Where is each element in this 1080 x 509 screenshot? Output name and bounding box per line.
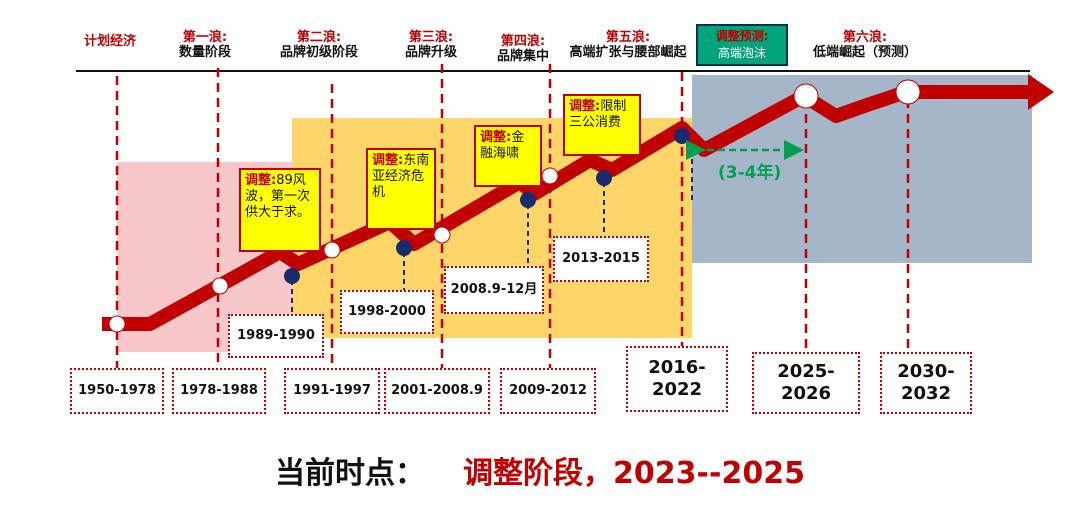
period-box-8: 2030-2032 [880,352,972,414]
wave-3-name: 第三浪: [408,30,454,45]
wave-6-label: 第六浪: 低端崛起（预测） [800,30,930,60]
wave-arrow [102,85,1030,331]
adjustment-period-3: 2008.9-12月 [444,266,544,314]
adjustment-2-label: 调整: [372,153,404,168]
plan-economy-label: 计划经济 [84,34,137,49]
wave-6-desc: 低端崛起（预测） [812,45,917,60]
wave-nodes [108,79,921,333]
adjustment-1-text: 89风波，第一次供大于求。 [245,173,311,220]
wave-4-desc: 品牌集中 [496,49,549,64]
wave-arrowhead [1028,74,1054,110]
adjustment-callout-4: 调整:限制三公消费 [563,94,641,156]
period-box-1: 1950-1978 [70,368,164,414]
wave-1-desc: 数量阶段 [178,45,231,60]
adjustment-period-1: 1989-1990 [228,314,324,358]
wave-3-label: 第三浪: 品牌升级 [396,30,466,60]
wave-2-desc: 品牌初级阶段 [280,45,359,60]
forecast-desc: 高端泡沫 [717,46,766,60]
divider-lines [115,64,910,368]
node-connectors [291,150,693,318]
forecast-title: 调整预测: [715,29,769,43]
adjustment-4-label: 调整: [569,99,601,114]
adjustment-callout-3: 调整:金融海啸 [474,125,542,187]
adjustment-3-text: 金融海啸 [480,130,525,161]
adjustment-callout-1: 调整:89风波，第一次供大于求。 [239,168,321,252]
current-stage-footer: 当前时点： 调整阶段，2023--2025 [0,448,1080,492]
adjustment-1-label: 调整: [245,173,277,188]
wave-1-name: 第一浪: [182,30,228,45]
adjustment-3-label: 调整: [480,130,512,145]
period-box-2: 1978-1988 [172,368,266,414]
current-stage-label: 当前时点： [275,456,426,491]
adjustment-callout-2: 调整:东南亚经济危机 [366,148,436,230]
adjustment-2-text: 东南亚经济危机 [372,153,430,200]
adjustment-nodes [284,128,690,284]
adjustment-period-2: 1998-2000 [340,290,434,334]
wave-1-label: 第一浪: 数量阶段 [170,30,240,60]
adjustment-period-4: 2013-2015 [553,236,649,282]
period-box-5: 2009-2012 [500,368,596,414]
adjustment-4-text: 限制三公消费 [569,99,627,130]
period-box-6: 2016-2022 [626,346,728,412]
wave-5-desc: 高端扩张与腰部崛起 [569,45,687,60]
wave-4-name: 第四浪: [500,34,546,49]
wave-2-label: 第二浪: 品牌初级阶段 [280,30,358,60]
period-box-7: 2025-2026 [752,352,860,414]
wave-6-name: 第六浪: [842,30,888,45]
wave-4-label: 第四浪: 品牌集中 [486,34,560,64]
wave-5-name: 第五浪: [605,30,651,45]
wave-3-desc: 品牌升级 [404,45,457,60]
period-box-3: 1991-1997 [284,368,380,414]
current-stage-value: 调整阶段，2023--2025 [463,456,805,491]
duration-label: (3-4年) [718,163,782,183]
wave-2-name: 第二浪: [296,30,342,45]
period-box-4: 2001-2008.9 [384,368,490,414]
wave-5-label: 第五浪: 高端扩张与腰部崛起 [566,30,690,60]
forecast-box: 调整预测: 高端泡沫 [696,24,788,66]
